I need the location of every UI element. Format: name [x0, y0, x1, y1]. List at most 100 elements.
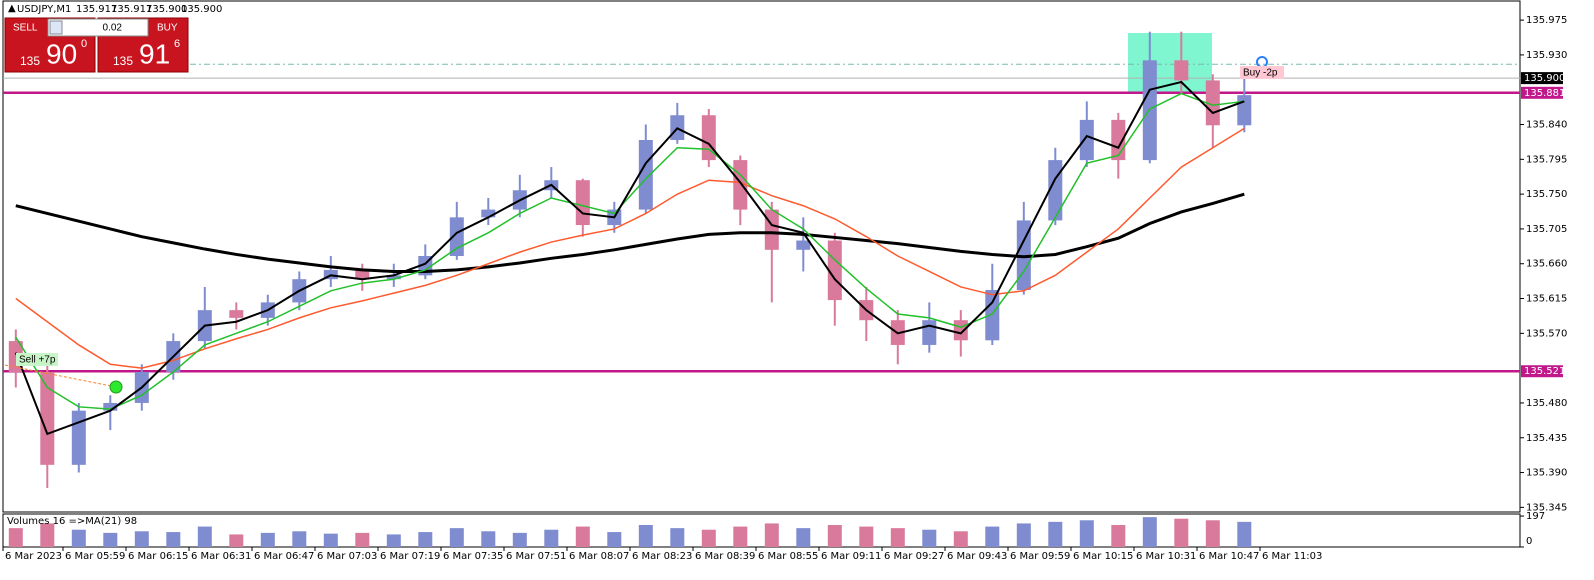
bid-label-bg: [1521, 72, 1563, 85]
x-tick-label: 6 Mar 06:31: [191, 551, 251, 562]
x-tick-label: 6 Mar 08:39: [695, 551, 755, 562]
annotation: Sell +7p: [19, 355, 56, 366]
volume-bar: [638, 525, 653, 547]
volume-bar: [197, 526, 212, 547]
candle-body: [386, 275, 401, 280]
price-main: 90: [46, 38, 77, 69]
x-tick-label: 6 Mar 11:03: [1262, 551, 1322, 562]
trade-marker: [1256, 56, 1268, 68]
x-tick-label: 6 Mar 10:31: [1136, 551, 1196, 562]
volume-bar: [355, 532, 370, 547]
volume-bar: [1142, 517, 1157, 547]
ma-line: [15, 92, 1245, 410]
candle-body: [764, 209, 779, 250]
x-tick-label: 6 Mar 06:15: [128, 551, 188, 562]
level-label-bg: [1521, 86, 1563, 99]
y-tick-label: 135.435: [1526, 433, 1567, 444]
candle-body: [1237, 95, 1252, 126]
volume-bar: [166, 532, 181, 547]
ohlc: 135.900: [146, 4, 187, 15]
bid-label: 135.900: [1524, 73, 1565, 84]
volume-bar: [1079, 520, 1094, 547]
volume-tick-label: 0: [1526, 536, 1532, 547]
x-tick-label: 6 Mar 09:43: [947, 551, 1007, 562]
volume-bar: [953, 531, 968, 547]
x-tick-label: 6 Mar 08:23: [632, 551, 692, 562]
trade-marker: [109, 380, 123, 394]
volume-bar: [40, 523, 55, 547]
candle-body: [953, 320, 968, 341]
volume-bar: [796, 528, 811, 547]
y-tick-label: 135.840: [1526, 120, 1567, 131]
candle-body: [575, 180, 590, 226]
x-tick-label: 6 Mar 07:51: [506, 551, 566, 562]
y-tick-label: 135.660: [1526, 259, 1567, 270]
volume-bar: [922, 529, 937, 547]
volume-bar: [481, 531, 496, 547]
candle-body: [1205, 80, 1220, 126]
x-tick-label: 6 Mar 09:27: [884, 551, 944, 562]
volume-bar: [1016, 523, 1031, 547]
x-tick-label: 6 Mar 2023: [5, 551, 62, 562]
volume-bar: [8, 528, 23, 547]
candle-body: [638, 139, 653, 210]
volume-bar: [134, 531, 149, 547]
volume-bar: [544, 529, 559, 547]
ma-line: [15, 127, 1245, 369]
volume-bar: [827, 525, 842, 547]
candle-body: [796, 240, 811, 250]
x-tick-label: 6 Mar 08:07: [569, 551, 629, 562]
price-big: 135: [113, 54, 133, 68]
x-tick-label: 6 Mar 07:03: [317, 551, 377, 562]
candle-body: [985, 290, 1000, 341]
y-tick-label: 135.615: [1526, 294, 1567, 305]
x-tick-label: 6 Mar 10:15: [1073, 551, 1133, 562]
candle-body: [1174, 60, 1189, 81]
candle-body: [1079, 119, 1094, 161]
ma-line: [15, 192, 1245, 273]
candle-body: [1016, 220, 1031, 291]
volume-bar: [229, 534, 244, 547]
zone: [1128, 33, 1212, 92]
volume-bar: [260, 532, 275, 547]
volume-bar: [512, 532, 527, 547]
candle-body: [481, 209, 496, 218]
volume-bar: [764, 523, 779, 547]
x-tick-label: 6 Mar 10:47: [1199, 551, 1259, 562]
volume-bar: [71, 529, 86, 547]
lot-box[interactable]: [47, 18, 149, 37]
volume-bar: [575, 526, 590, 547]
plot: 135.975 135.930 135.840 135.795 135.750 135.7…: [2, 15, 1567, 562]
ohlc: 135.900: [181, 4, 222, 15]
volume-bar: [859, 526, 874, 547]
x-tick-label: 6 Mar 05:59: [65, 551, 125, 562]
y-tick-label: 135.345: [1526, 502, 1567, 513]
y-tick-label: 135.570: [1526, 328, 1567, 339]
volume-tick-label: 197: [1526, 511, 1545, 522]
ma-line: [14, 80, 1245, 436]
candle-body: [355, 269, 370, 280]
buy-label[interactable]: BUY: [157, 23, 178, 34]
candle-body: [40, 372, 55, 465]
price-sup: 6: [174, 38, 180, 50]
x-tick-label: 6 Mar 07:19: [380, 551, 440, 562]
sell-label[interactable]: SELL: [13, 23, 38, 34]
lot-down[interactable]: [49, 20, 63, 35]
volume-bar: [418, 532, 433, 547]
x-tick-label: 6 Mar 09:11: [821, 551, 881, 562]
ohlc: 135.917: [76, 4, 117, 15]
volume-bar: [670, 528, 685, 547]
volume-bar: [1111, 525, 1126, 547]
lot[interactable]: 0.02: [103, 23, 123, 34]
price-sup: 0: [81, 38, 87, 50]
symbol: USDJPY,M1: [17, 4, 71, 15]
x-tick-label: 6 Mar 08:55: [758, 551, 818, 562]
volume-bar: [386, 534, 401, 547]
plot-frame: [2, 0, 1521, 513]
volume-bar: [103, 532, 118, 547]
y-tick-label: 135.750: [1526, 189, 1567, 200]
volume-bar: [985, 526, 1000, 547]
level-label: 135.521: [1524, 366, 1565, 377]
price-main: 91: [139, 38, 170, 69]
